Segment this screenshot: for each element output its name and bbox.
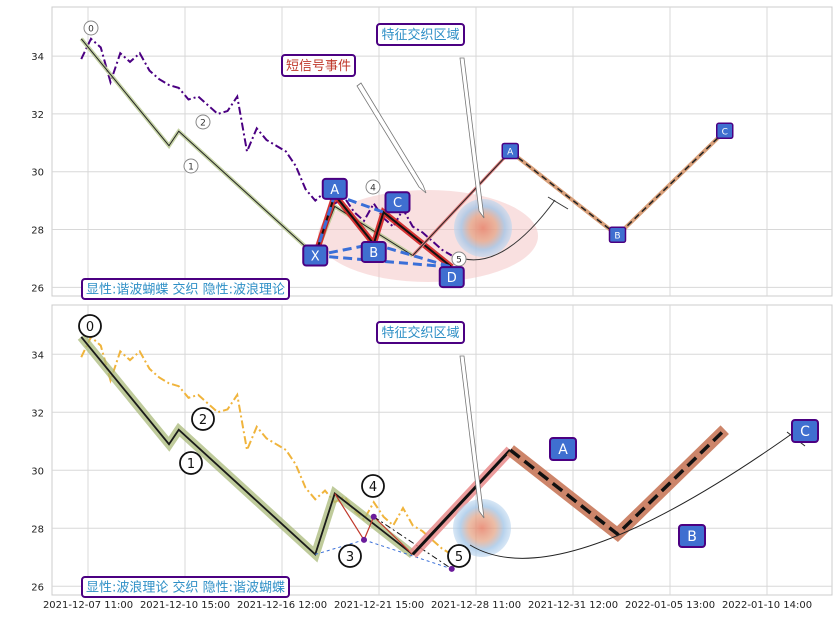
wave-marker-label: 5 (456, 256, 462, 266)
wave-marker-1 (179, 451, 203, 475)
panel-caption-text: 显性:波浪理论 交织 隐性:谐波蝴蝶 (86, 580, 285, 596)
x-tick-label: 2022-01-05 13:00 (625, 600, 715, 611)
wave-marker-label: 4 (369, 480, 377, 495)
signal-arrow (356, 82, 427, 194)
hidden-harmonic-marker (361, 536, 367, 543)
signal-annotation-box (281, 54, 356, 77)
harmonic-point-label: B (369, 246, 378, 261)
y-tick-label: 34 (31, 350, 44, 361)
y-tick-label: 32 (31, 110, 44, 121)
x-tick-label: 2021-12-16 12:00 (237, 600, 327, 611)
harmonic-point-box (302, 244, 329, 267)
projection-line (412, 151, 511, 256)
wave-line (80, 336, 414, 557)
y-tick-label: 34 (31, 52, 44, 63)
wave-marker-label: 0 (88, 25, 94, 35)
wave-marker-0 (78, 314, 102, 338)
wave-marker-2 (195, 114, 211, 130)
panel-caption-box (81, 278, 290, 300)
harmonic-point-label: B (687, 529, 697, 545)
hidden-harmonic-dashdot (373, 516, 453, 570)
y-tick-label: 28 (31, 524, 44, 535)
wave-marker-3 (338, 544, 362, 568)
harmonic-point-label: A (330, 183, 339, 198)
zone-annotation-text: 特征交织区域 (381, 27, 459, 43)
harmonic-point-label: D (447, 271, 457, 286)
x-tick-label: 2021-12-21 15:00 (334, 600, 424, 611)
zone-annotation-box (376, 321, 465, 344)
hidden-harmonic-line (315, 539, 365, 555)
x-tick-label: 2021-12-07 11:00 (43, 600, 133, 611)
wave-marker-label: 2 (200, 119, 206, 129)
feature-arc-tick (547, 196, 569, 210)
feature-zone (454, 199, 512, 257)
harmonic-point-label: A (558, 442, 568, 458)
zone-arrow (459, 355, 485, 519)
x-tick-label: 2022-01-10 14:00 (722, 600, 812, 611)
zone-annotation-box (376, 23, 465, 46)
price-line (80, 37, 453, 257)
harmonic-point-box (321, 177, 348, 200)
wave-marker-label: 4 (370, 184, 376, 194)
harmonic-dashed (509, 428, 726, 537)
harmonic-point-label: C (393, 196, 402, 211)
zone-arrow (459, 57, 485, 219)
y-tick-label: 26 (31, 582, 44, 593)
harmonic-dashed-line (313, 194, 337, 256)
x-tick-label: 2021-12-28 11:00 (431, 600, 521, 611)
projection-point-box (608, 226, 627, 244)
y-tick-label: 30 (31, 168, 44, 179)
harmonic-point-box (678, 524, 706, 548)
wave-marker-label: 1 (188, 163, 194, 173)
x-tick-label: 2021-12-10 15:00 (140, 600, 230, 611)
harmonic-point-box (791, 419, 819, 443)
wave-marker-label: 5 (455, 550, 463, 565)
wave-marker-label: 0 (86, 320, 94, 335)
feature-zone (453, 499, 511, 557)
price-line (80, 335, 453, 556)
projection-point-label: B (614, 231, 620, 241)
y-tick-label: 32 (31, 408, 44, 419)
y-tick-label: 26 (31, 283, 44, 294)
x-tick-label: 2021-12-31 12:00 (528, 600, 618, 611)
projection-point-label: C (722, 127, 728, 137)
feature-arc (469, 427, 801, 559)
harmonic-point-box (438, 266, 465, 289)
wave-marker-label: 2 (199, 413, 207, 428)
panel-1: 26 28 30 32 34 0 2 1 5 4 X A B C D A B C 短信号事件 特征交织区域显性:谐波蝴… (31, 6, 833, 300)
hidden-harmonic-marker (448, 565, 455, 572)
hidden-harmonic-red (334, 493, 414, 555)
wave-marker-0 (83, 20, 99, 36)
harmonic-line (411, 448, 512, 556)
signal-annotation-text: 短信号事件 (286, 59, 351, 74)
panel-caption-box (81, 576, 290, 598)
projection-point-box (501, 142, 519, 160)
projection-point-label: A (507, 148, 514, 158)
harmonic-point-label: C (800, 424, 810, 440)
harmonic-point-box (549, 437, 577, 461)
zone-annotation-text: 特征交织区域 (381, 325, 459, 341)
harmonic-point-label: X (311, 250, 320, 265)
harmonic-point-box (384, 191, 411, 214)
hidden-harmonic-marker (370, 513, 377, 520)
wave-marker-5 (451, 251, 467, 267)
harmonic-point-box (360, 240, 387, 263)
wave-marker-label: 1 (187, 457, 195, 472)
harmonic-dashed-line (315, 254, 452, 269)
wave-marker-4 (365, 179, 381, 195)
panel-caption-text: 显性:谐波蝴蝶 交织 隐性:波浪理论 (86, 282, 285, 298)
projection-dashed (509, 130, 726, 237)
wave-marker-2 (191, 407, 215, 431)
y-tick-label: 30 (31, 466, 44, 477)
wave-marker-label: 3 (346, 550, 354, 565)
projection-point-box (716, 122, 734, 140)
y-tick-label: 28 (31, 226, 44, 237)
wave-marker-4 (361, 474, 385, 498)
wave-marker-5 (447, 544, 471, 568)
wave-marker-1 (183, 158, 199, 174)
